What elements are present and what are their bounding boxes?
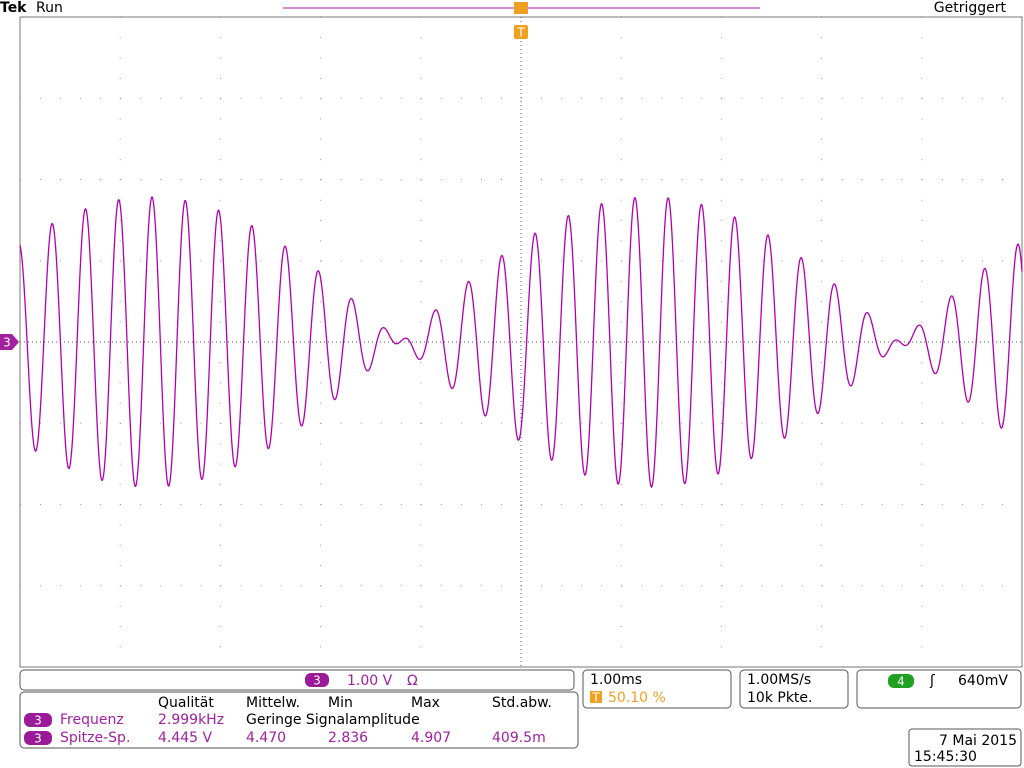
measurement-header: Qualität (158, 695, 214, 711)
trigger-channel-badge (888, 674, 914, 688)
measurement-min: 2.836 (328, 730, 368, 746)
measurement-name: Frequenz (60, 712, 124, 728)
date: 7 Mai 2015 (939, 733, 1017, 749)
channel-panel (19, 669, 575, 691)
measurement-header: Mittelw. (246, 695, 300, 711)
measurement-value: 4.445 V (158, 730, 213, 746)
datetime-panel (908, 728, 1022, 767)
measurement-name: Spitze-Sp. (60, 730, 130, 746)
channel-ground-label: 3 (3, 336, 11, 350)
measurement-channel: 3 (34, 714, 42, 728)
channel-impedance: Ω (407, 673, 418, 689)
graticule-border (19, 16, 1023, 668)
graticule (20, 17, 1022, 667)
channel-ground-marker (0, 334, 19, 350)
channel-number: 3 (313, 674, 321, 688)
measurement-max: 4.907 (411, 730, 451, 746)
measurement-header: Std.abw. (492, 695, 552, 711)
timebase-trigger-marker: T (591, 691, 600, 705)
measurement-channel-badge (24, 713, 52, 727)
waveform (19, 195, 1023, 489)
trigger-channel: 4 (897, 675, 905, 689)
measurement-std: 409.5m (492, 730, 546, 746)
channel-badge (305, 673, 329, 687)
measurement-header: Min (328, 695, 353, 711)
trigger-state: Getriggert (934, 0, 1007, 16)
trigger-slope: ʃ (929, 673, 935, 689)
measurement-value: 2.999kHz (158, 712, 224, 728)
run-status: Run (36, 0, 63, 16)
channel-scale: 1.00 V (347, 673, 393, 689)
time: 15:45:30 (914, 749, 977, 765)
measurement-channel-badge (24, 731, 52, 745)
trigger-position: 50.10 % (608, 690, 666, 706)
trigger-marker-label: T (516, 26, 525, 40)
measurement-channel: 3 (34, 732, 42, 746)
measurement-mean: 4.470 (246, 730, 286, 746)
brand: Tek (0, 0, 27, 16)
record-length: 10k Pkte. (747, 690, 812, 706)
measurement-panel (19, 691, 579, 749)
trigger-position-marker (514, 2, 528, 14)
acquisition-panel (739, 669, 849, 709)
timebase-trigger-badge (590, 691, 602, 703)
trigger-marker (514, 25, 528, 39)
sample-rate: 1.00MS/s (747, 672, 811, 688)
trigger-level: 640mV (958, 673, 1008, 689)
measurement-note: Geringe Signalamplitude (246, 712, 420, 728)
measurement-header: Max (411, 695, 440, 711)
timebase-panel (582, 669, 732, 709)
timebase-scale: 1.00ms (590, 672, 642, 688)
